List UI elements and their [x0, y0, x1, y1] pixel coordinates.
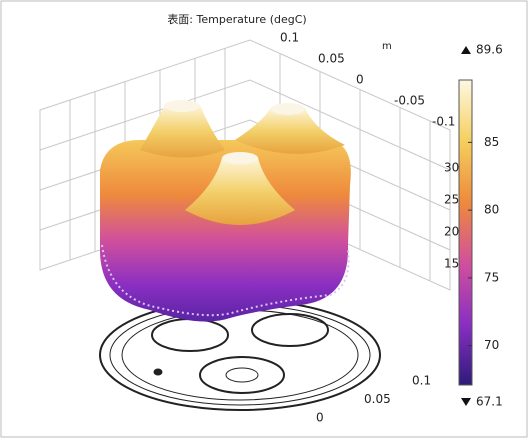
colorbar-min: 67.1: [476, 395, 503, 409]
x-tick-label: 0.05: [318, 52, 345, 66]
z-tick-label: 15: [444, 257, 459, 271]
x-tick-label: 0.1: [280, 31, 299, 45]
colorbar-tick-label: 80: [484, 203, 499, 217]
z-tick-label: 20: [444, 225, 459, 239]
x-tick-label: 0: [356, 73, 364, 87]
z-tick-label: 30: [444, 161, 459, 175]
screenshot: 0.1 0.05 0 -0.05 -0.1 0.1 0.05 0 30 25 20 15 表面: Te…: [0, 0, 529, 439]
x-tick-label: -0.1: [432, 115, 455, 129]
chart: 0.1 0.05 0 -0.05 -0.1 0.1 0.05 0 30 25 20 15 表面: Te…: [0, 0, 529, 439]
y-tick-label: 0.05: [364, 392, 391, 406]
colorbar-tick-label: 75: [484, 270, 499, 284]
colorbar-tick-label: 70: [484, 338, 499, 352]
chart-title: 表面: Temperature (degC): [167, 12, 306, 26]
y-tick-label: 0.1: [412, 374, 431, 388]
axis-unit: m: [382, 41, 392, 52]
colorbar: [459, 80, 472, 385]
x-tick-label: -0.05: [394, 94, 425, 108]
colorbar-max: 89.6: [476, 43, 503, 57]
z-tick-label: 25: [444, 193, 459, 207]
colorbar-tick-label: 85: [484, 135, 499, 149]
y-tick-label: 0: [316, 411, 324, 425]
